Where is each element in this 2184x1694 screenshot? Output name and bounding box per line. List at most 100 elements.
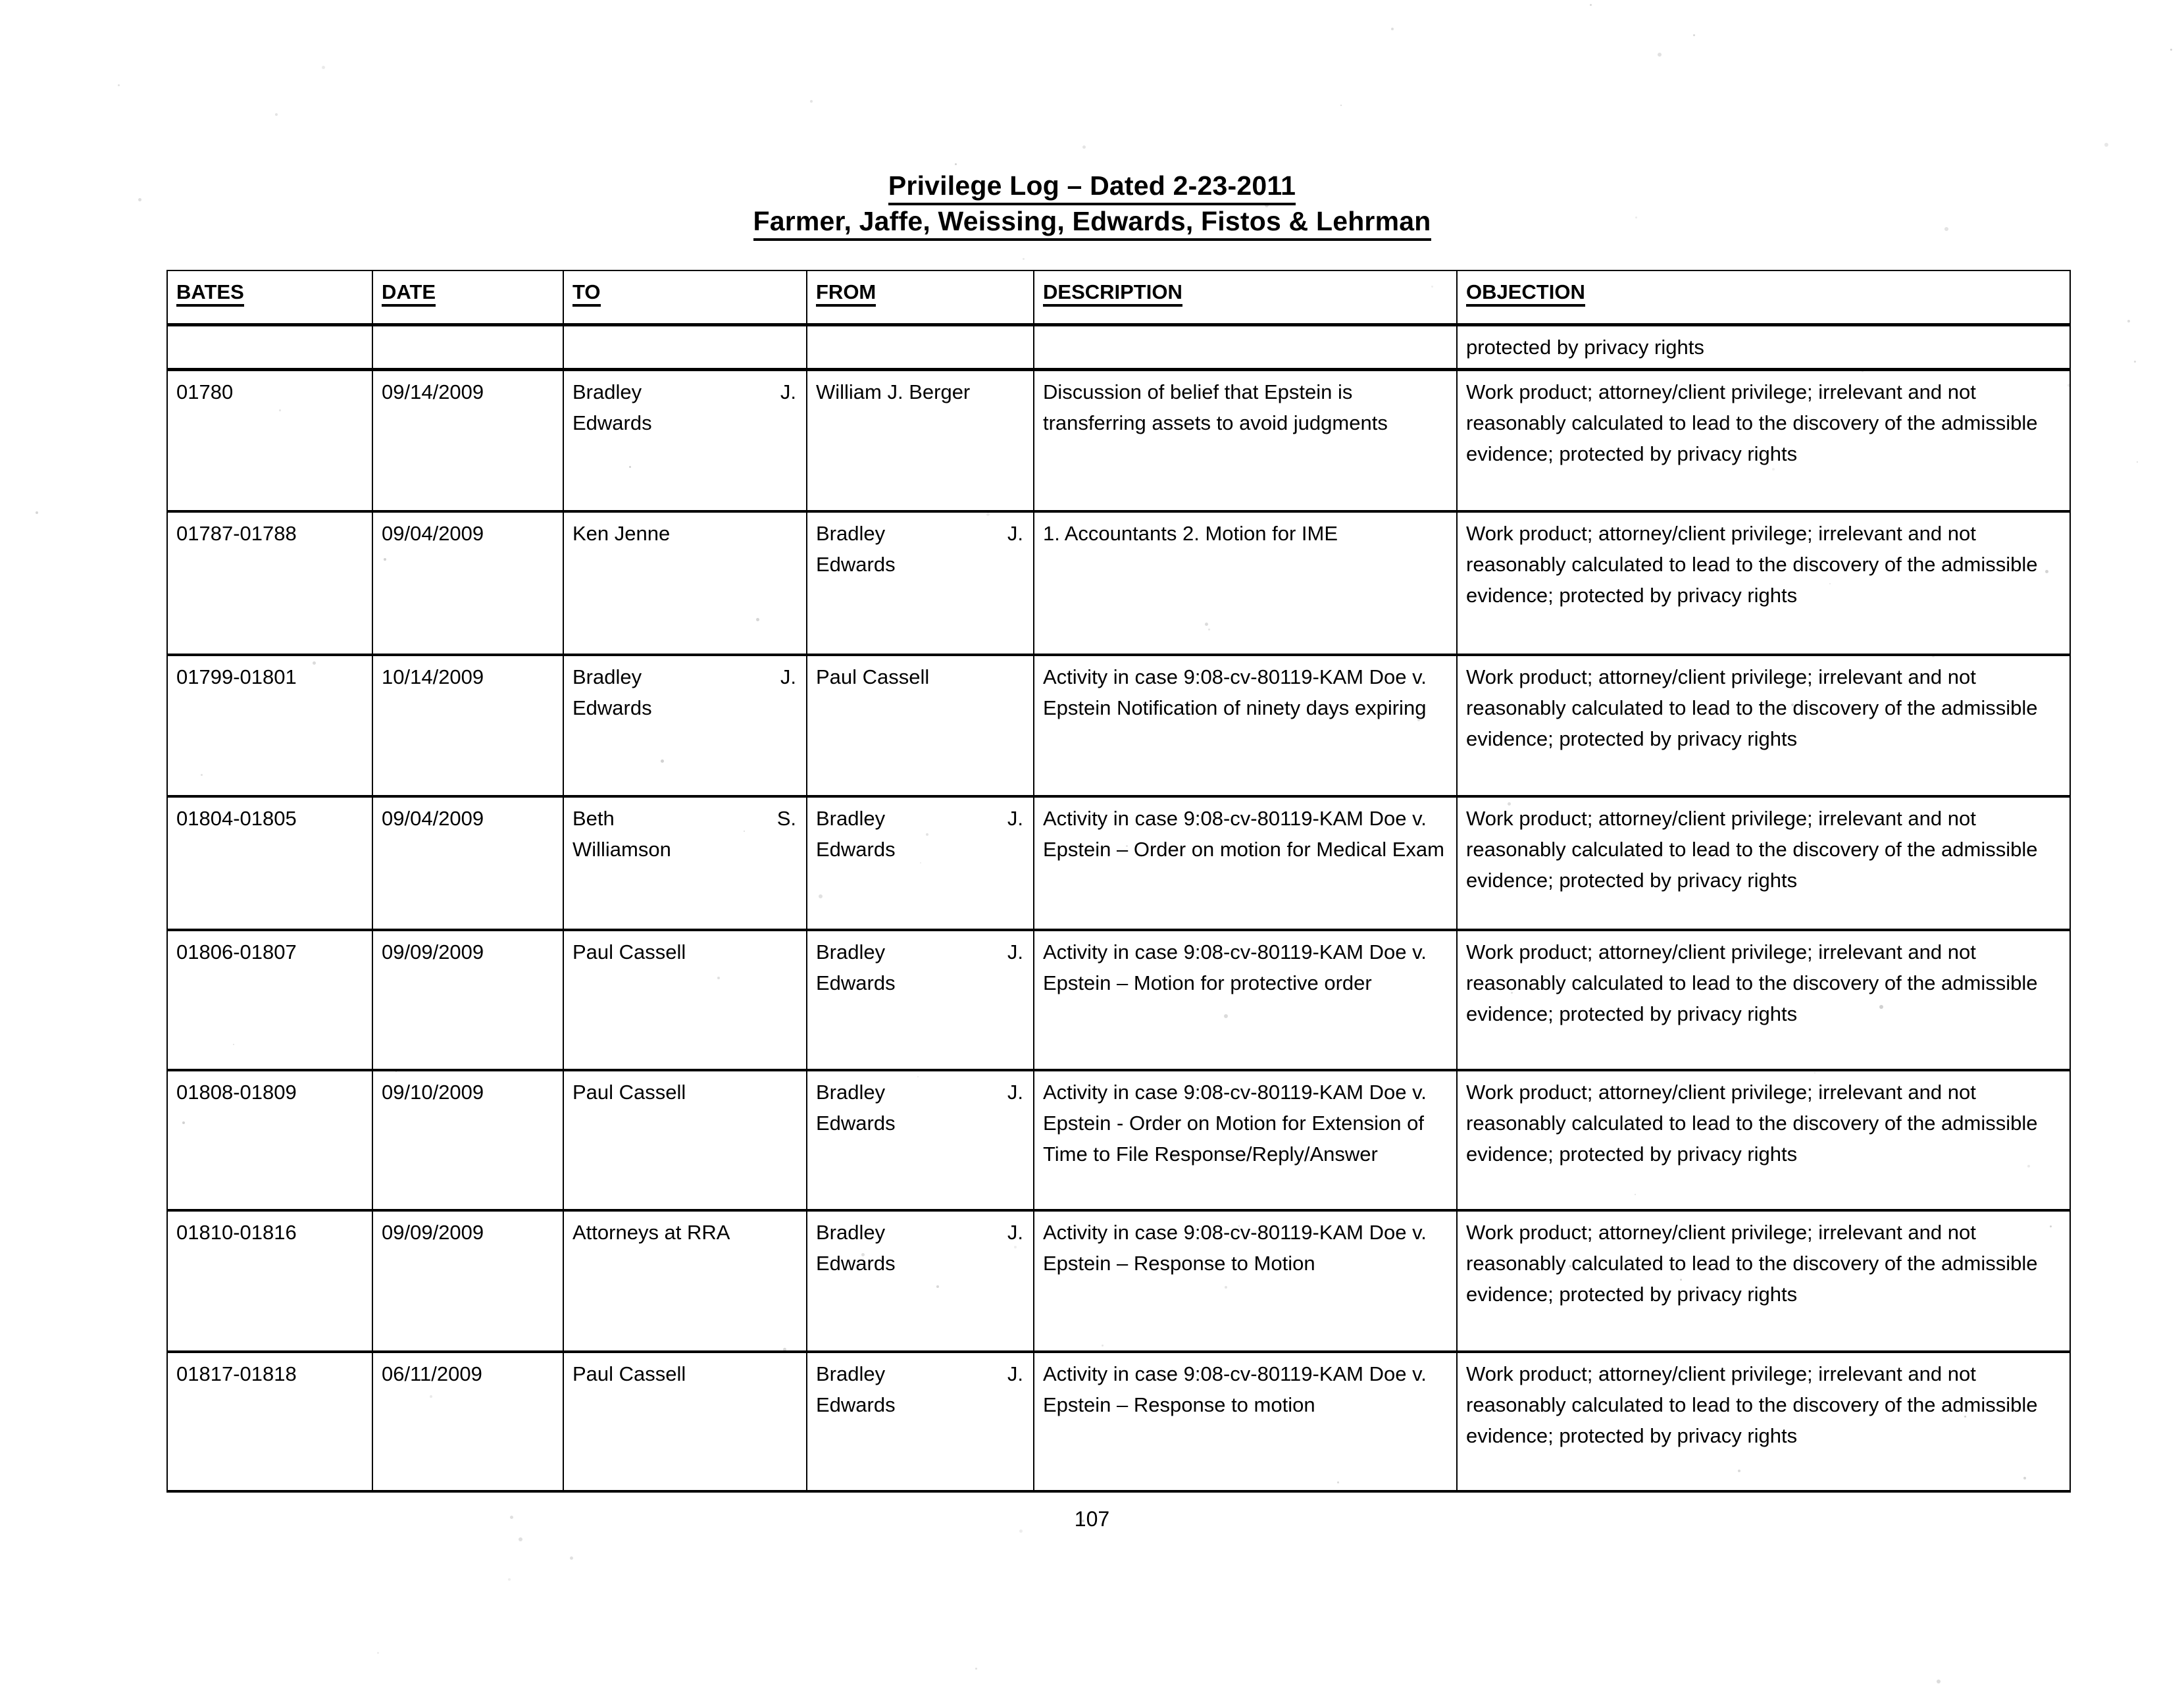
page-title-text: Privilege Log – Dated 2-23-2011 xyxy=(888,170,1296,205)
from-last-name: Edwards xyxy=(816,1251,896,1275)
from-middle-initial: J. xyxy=(1007,1220,1023,1244)
table-row: 01799-01801 10/14/2009 Bradley J. Edwards Pau… xyxy=(166,654,2071,798)
to-first-name: Beth xyxy=(572,806,615,830)
to-last-name: Edwards xyxy=(572,411,652,435)
from-first-name: Bradley xyxy=(816,1362,886,1385)
table-body: protected by privacy rights 01780 09/14/20… xyxy=(166,324,2071,1493)
column-header-description-label: DESCRIPTION xyxy=(1043,280,1182,307)
cell-description: Activity in case 9:08-cv-80119-KAM Doe v… xyxy=(1033,929,1458,1071)
cell-date: 09/04/2009 xyxy=(372,510,564,656)
to-name-line: Bradley J. xyxy=(572,661,799,692)
from-name-line: Bradley J. xyxy=(816,1358,1026,1389)
table-header-row: BATES DATE TO FROM DESCRIPTION OBJECTION xyxy=(166,270,2071,327)
page-title: Privilege Log – Dated 2-23-2011 xyxy=(0,170,2184,205)
from-name-line: Bradley J. xyxy=(816,803,1026,834)
to-last-name: Edwards xyxy=(572,696,652,719)
cell-objection: Work product; attorney/client privilege;… xyxy=(1456,1069,2071,1212)
to-middle-initial: S. xyxy=(776,806,796,830)
from-middle-initial: J. xyxy=(1007,1362,1023,1385)
cell-from: Bradley J. Edwards xyxy=(806,795,1034,931)
table-row: 01806-01807 09/09/2009 Paul Cassell Bradley… xyxy=(166,929,2071,1071)
to-first-name: Paul Cassell xyxy=(572,1080,686,1104)
cell-to: Attorneys at RRA xyxy=(563,1209,807,1353)
cell-from: William J. Berger xyxy=(806,369,1034,513)
to-last-name: Williamson xyxy=(572,837,671,861)
to-first-name: Bradley xyxy=(572,380,642,404)
cell-description: Activity in case 9:08-cv-80119-KAM Doe v… xyxy=(1033,1209,1458,1353)
column-header-to: TO xyxy=(563,270,807,327)
table-row: 01810-01816 09/09/2009 Attorneys at RRA Bra… xyxy=(166,1209,2071,1353)
from-name-line: Bradley J. xyxy=(816,1217,1026,1248)
from-first-name: Bradley xyxy=(816,806,886,830)
page-subtitle: Farmer, Jaffe, Weissing, Edwards, Fistos… xyxy=(0,205,2184,242)
from-middle-initial: J. xyxy=(1007,940,1023,963)
cell-date: 09/09/2009 xyxy=(372,929,564,1071)
cell-objection: Work product; attorney/client privilege;… xyxy=(1456,369,2071,513)
from-last-name: Edwards xyxy=(816,1111,896,1135)
cell-description: Activity in case 9:08-cv-80119-KAM Doe v… xyxy=(1033,654,1458,798)
cell-description xyxy=(1033,324,1458,372)
column-header-to-label: TO xyxy=(572,280,601,307)
column-header-description: DESCRIPTION xyxy=(1033,270,1458,327)
cell-date: 09/14/2009 xyxy=(372,369,564,513)
to-middle-initial: J. xyxy=(780,665,796,688)
cell-description: Activity in case 9:08-cv-80119-KAM Doe v… xyxy=(1033,795,1458,931)
column-header-from: FROM xyxy=(806,270,1034,327)
cell-objection: Work product; attorney/client privilege;… xyxy=(1456,1209,2071,1353)
to-name-line: Beth S. xyxy=(572,803,799,834)
cell-description: Activity in case 9:08-cv-80119-KAM Doe v… xyxy=(1033,1350,1458,1493)
to-first-name: Attorneys at RRA xyxy=(572,1220,730,1244)
cell-bates: 01804-01805 xyxy=(166,795,373,931)
page-subtitle-text: Farmer, Jaffe, Weissing, Edwards, Fistos… xyxy=(753,206,1431,242)
from-middle-initial: J. xyxy=(1007,521,1023,545)
cell-date: 10/14/2009 xyxy=(372,654,564,798)
cell-to: Bradley J. Edwards xyxy=(563,654,807,798)
column-header-date-label: DATE xyxy=(382,280,436,307)
cell-objection: protected by privacy rights xyxy=(1456,324,2071,372)
cell-from: Bradley J. Edwards xyxy=(806,1350,1034,1493)
cell-description: Discussion of belief that Epstein is tra… xyxy=(1033,369,1458,513)
table-row: 01780 09/14/2009 Bradley J. Edwards William J… xyxy=(166,369,2071,513)
cell-to xyxy=(563,324,807,372)
from-last-name: Edwards xyxy=(816,837,896,861)
from-name-line: Bradley J. xyxy=(816,1077,1026,1108)
cell-bates: 01806-01807 xyxy=(166,929,373,1071)
table-row: 01808-01809 09/10/2009 Paul Cassell Bradley… xyxy=(166,1069,2071,1212)
column-header-bates-label: BATES xyxy=(176,280,244,307)
cell-objection: Work product; attorney/client privilege;… xyxy=(1456,1350,2071,1493)
table-row-continuation: protected by privacy rights xyxy=(166,324,2071,372)
to-name-line: Bradley J. xyxy=(572,376,799,407)
cell-description: 1. Accountants 2. Motion for IME xyxy=(1033,510,1458,656)
cell-from: Bradley J. Edwards xyxy=(806,1209,1034,1353)
from-first-name: Bradley xyxy=(816,1220,886,1244)
cell-from: Bradley J. Edwards xyxy=(806,929,1034,1071)
cell-to: Paul Cassell xyxy=(563,929,807,1071)
cell-date: 06/11/2009 xyxy=(372,1350,564,1493)
to-first-name: Ken Jenne xyxy=(572,521,671,545)
cell-date: 09/09/2009 xyxy=(372,1209,564,1353)
cell-date: 09/04/2009 xyxy=(372,795,564,931)
document-heading: Privilege Log – Dated 2-23-2011 Farmer, … xyxy=(0,170,2184,242)
column-header-objection: OBJECTION xyxy=(1456,270,2071,327)
to-first-name: Paul Cassell xyxy=(572,940,686,963)
cell-date xyxy=(372,324,564,372)
column-header-from-label: FROM xyxy=(816,280,876,307)
cell-to: Paul Cassell xyxy=(563,1069,807,1212)
cell-objection: Work product; attorney/client privilege;… xyxy=(1456,654,2071,798)
column-header-date: DATE xyxy=(372,270,564,327)
from-name-line: Bradley J. xyxy=(816,518,1026,549)
from-first-name: Bradley xyxy=(816,1080,886,1104)
from-first-name: William J. Berger xyxy=(816,380,971,404)
cell-bates: 01808-01809 xyxy=(166,1069,373,1212)
cell-objection: Work product; attorney/client privilege;… xyxy=(1456,929,2071,1071)
page-number: 107 xyxy=(1074,1507,1110,1531)
table-header: BATES DATE TO FROM DESCRIPTION OBJECTION xyxy=(166,270,2071,327)
cell-from: Bradley J. Edwards xyxy=(806,1069,1034,1212)
cell-from: Bradley J. Edwards xyxy=(806,510,1034,656)
cell-objection: Work product; attorney/client privilege;… xyxy=(1456,510,2071,656)
from-last-name: Edwards xyxy=(816,971,896,994)
cell-bates: 01780 xyxy=(166,369,373,513)
cell-description: Activity in case 9:08-cv-80119-KAM Doe v… xyxy=(1033,1069,1458,1212)
column-header-objection-label: OBJECTION xyxy=(1466,280,1585,307)
from-middle-initial: J. xyxy=(1007,806,1023,830)
